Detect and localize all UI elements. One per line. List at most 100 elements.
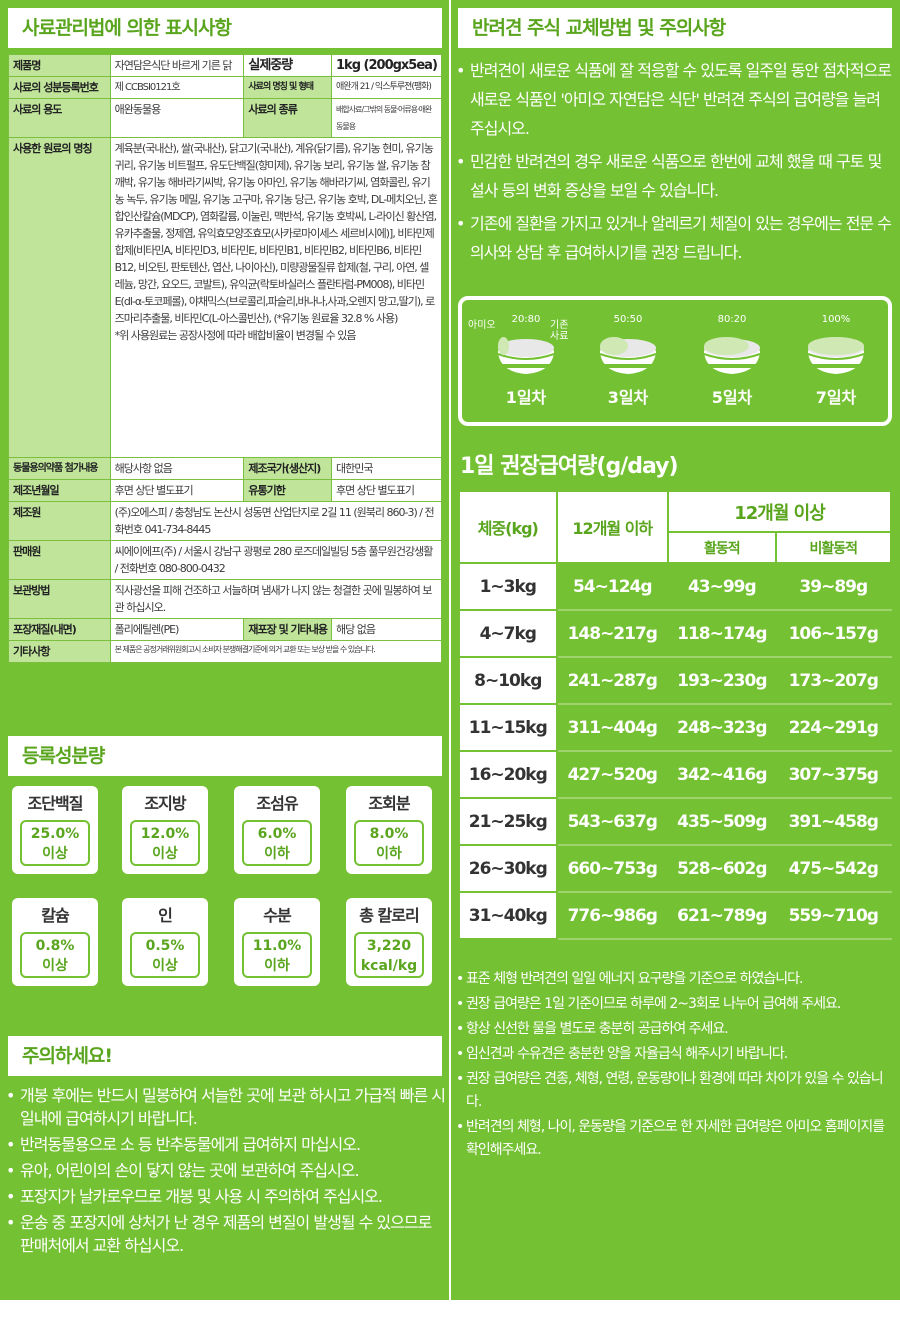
feed-name-label: 사료의 명칭 및 형태	[243, 76, 333, 99]
bowl-ratio: 50:50	[613, 314, 643, 325]
table-row: 사용한 원료의 명칭 계육분(국내산), 쌀(국내산), 닭고기(국내산), 계…	[8, 137, 443, 458]
reg-no-label: 사료의 성분등록번호	[8, 76, 111, 99]
table-row: 사료의 성분등록번호 제 CCBSI0121호 사료의 명칭 및 형태 애완개 …	[8, 76, 442, 99]
label-section-title: 사료관리법에 의한 표시사항	[8, 8, 442, 48]
nutrient-unit: 이상	[152, 846, 178, 862]
inactive-cell: 475~542g	[774, 844, 893, 893]
caution-item: 개봉 후에는 반드시 밀봉하여 서늘한 곳에 보관 하시고 가급적 빠른 시일내…	[6, 1084, 446, 1130]
table-header-row: 체중(kg) 12개월 이하 12개월 이상	[458, 489, 892, 564]
table-row: 판매원 씨에이에프(주) / 서울시 강남구 광평로 280 로즈데일빌딩 5층…	[8, 540, 443, 580]
inactive-cell: 224~291g	[774, 703, 893, 752]
nutrient-box: 칼슘 0.8% 이상	[12, 898, 98, 986]
nutrient-value: 6.0%	[257, 826, 297, 842]
nutrient-value-box: 11.0% 이하	[242, 932, 312, 978]
bowl-ratio: 20:80	[511, 314, 541, 325]
bowl-day: 1일차	[505, 388, 547, 407]
weight-cell: 4~7kg	[458, 609, 558, 658]
note-item: 항상 신선한 물을 별도로 충분히 공급하여 주세요.	[456, 1018, 894, 1041]
nutrient-box: 조단백질 25.0% 이상	[12, 786, 98, 874]
table-row: 8~10kg 241~287g 193~230g 173~207g	[458, 656, 893, 705]
bowl-step: 80:20 5일차	[682, 314, 782, 424]
note-item: 임신견과 수유견은 충분한 양을 자율급식 해주시기 바랍니다.	[456, 1043, 894, 1066]
table-row: 4~7kg 148~217g 118~174g 106~157g	[458, 609, 893, 658]
transition-list: 반려견이 새로운 식품에 잘 적응할 수 있도록 일주일 동안 점차적으로 새로…	[456, 56, 892, 271]
label-table: 제품명 자연담은식단 바르게 기른 닭 실제중량 1kg (200gx5ea) …	[8, 54, 443, 663]
nutrients-section-title: 등록성분량	[8, 736, 442, 776]
caution-item: 반려동물용으로 소 등 반추동물에게 급여하지 마십시오.	[6, 1133, 446, 1156]
active-cell: 528~602g	[667, 844, 777, 893]
under12-cell: 54~124g	[555, 562, 670, 611]
col-inactive: 비활동적	[774, 531, 893, 564]
active-cell: 435~509g	[667, 797, 777, 846]
nutrient-name: 조섬유	[256, 794, 298, 813]
origin-value: 대한민국	[331, 457, 442, 480]
nutrient-value: 0.5%	[145, 938, 185, 954]
bowl-icon	[599, 337, 657, 374]
feeding-table: 체중(kg) 12개월 이하 12개월 이상 활동적 비활동적 1~3kg 54~…	[458, 489, 893, 940]
active-cell: 118~174g	[667, 609, 777, 658]
bowl-day: 7일차	[815, 388, 857, 407]
nutrient-value-box: 0.5% 이상	[130, 932, 200, 978]
net-weight-value: 1kg (200gx5ea)	[331, 54, 442, 77]
nutrient-value: 11.0%	[252, 938, 302, 954]
expiry-value: 후면 상단 별도표기	[331, 479, 442, 502]
seller-value: 씨에이에프(주) / 서울시 강남구 광평로 280 로즈데일빌딩 5층 풀무원…	[109, 540, 443, 580]
pack-value: 폴리에틸렌(PE)	[109, 618, 245, 641]
bowl-step: 100% 7일차	[786, 314, 886, 424]
under12-cell: 660~753g	[555, 844, 670, 893]
nutrient-name: 수분	[263, 906, 291, 925]
nutrient-box: 조지방 12.0% 이상	[122, 786, 208, 874]
etc-label: 기타사항	[8, 640, 111, 663]
column-divider	[449, 0, 451, 1300]
usage-value: 애완동물용	[109, 98, 245, 138]
bowl-icon	[703, 337, 761, 374]
col-weight: 체중(kg)	[458, 490, 558, 564]
table-row: 21~25kg 543~637g 435~509g 391~458g	[458, 797, 893, 846]
nutrient-value-box: 3,220 kcal/kg	[354, 932, 424, 978]
transition-item: 민감한 반려견의 경우 새로운 식품으로 한번에 교체 했을 때 구토 및 설사…	[456, 147, 892, 205]
feeding-notes: 표준 체형 반려견의 일일 에너지 요구량을 기준으로 하였습니다. 권장 급여…	[456, 968, 894, 1164]
nutrient-box: 조회분 8.0% 이하	[346, 786, 432, 874]
table-row: 동물용의약품 첨가내용 해당사항 없음 제조국가(생산지) 대한민국	[8, 457, 442, 480]
weight-cell: 11~15kg	[458, 703, 558, 752]
col-under12: 12개월 이하	[555, 490, 670, 564]
etc-value: 본 제품은 공정거래위원회고시 소비자 분쟁해결기준에 의거 교환 또는 보상 …	[109, 640, 443, 663]
nutrient-box: 인 0.5% 이상	[122, 898, 208, 986]
maker-label: 제조원	[8, 501, 111, 541]
nutrient-box: 수분 11.0% 이하	[234, 898, 320, 986]
nutrient-value: 3,220	[366, 938, 412, 954]
under12-cell: 241~287g	[555, 656, 670, 705]
nutrient-unit: 이상	[42, 958, 68, 974]
weight-cell: 1~3kg	[458, 562, 558, 611]
bowl-icon	[807, 337, 865, 374]
table-row: 26~30kg 660~753g 528~602g 475~542g	[458, 844, 893, 893]
nutrient-name: 총 칼로리	[359, 906, 419, 925]
weight-cell: 26~30kg	[458, 844, 558, 893]
feed-name-value: 애완개 21 / 익스투루젼(팽화)	[331, 76, 442, 99]
table-row: 포장재질(내면) 폴리에틸렌(PE) 재포장 및 기타내용 해당 없음	[8, 618, 442, 641]
inactive-cell: 391~458g	[774, 797, 893, 846]
drug-label: 동물용의약품 첨가내용	[8, 457, 111, 480]
repack-value: 해당 없음	[331, 618, 442, 641]
nutrient-value: 12.0%	[140, 826, 190, 842]
nutrient-value-box: 0.8% 이상	[20, 932, 90, 978]
maker-value: (주)오에스피 / 충청남도 논산시 성동면 산업단지로 2길 11 (원북리 …	[109, 501, 443, 541]
table-row: 기타사항 본 제품은 공정거래위원회고시 소비자 분쟁해결기준에 의거 교환 또…	[8, 640, 443, 663]
inactive-cell: 559~710g	[774, 891, 893, 940]
repack-label: 재포장 및 기타내용	[243, 618, 333, 641]
type-label: 사료의 종류	[243, 98, 333, 138]
inactive-cell: 173~207g	[774, 656, 893, 705]
product-name-value: 자연담은식단 바르게 기른 닭	[109, 54, 245, 77]
storage-value: 직사광선을 피해 건조하고 서늘하며 냄새가 나지 않는 청결한 곳에 밀봉하여…	[109, 579, 443, 619]
type-value: 배합사료/그밖의 동물·어류용·애완동물용	[331, 98, 442, 138]
weight-cell: 31~40kg	[458, 891, 558, 940]
nutrient-value-box: 25.0% 이상	[20, 820, 90, 866]
weight-cell: 21~25kg	[458, 797, 558, 846]
active-cell: 621~789g	[667, 891, 777, 940]
caution-section-title: 주의하세요!	[8, 1036, 442, 1076]
under12-cell: 543~637g	[555, 797, 670, 846]
table-row: 1~3kg 54~124g 43~99g 39~89g	[458, 562, 893, 611]
under12-cell: 427~520g	[555, 750, 670, 799]
bowl-ratio: 100%	[821, 314, 851, 325]
bowl-icon	[497, 337, 555, 374]
